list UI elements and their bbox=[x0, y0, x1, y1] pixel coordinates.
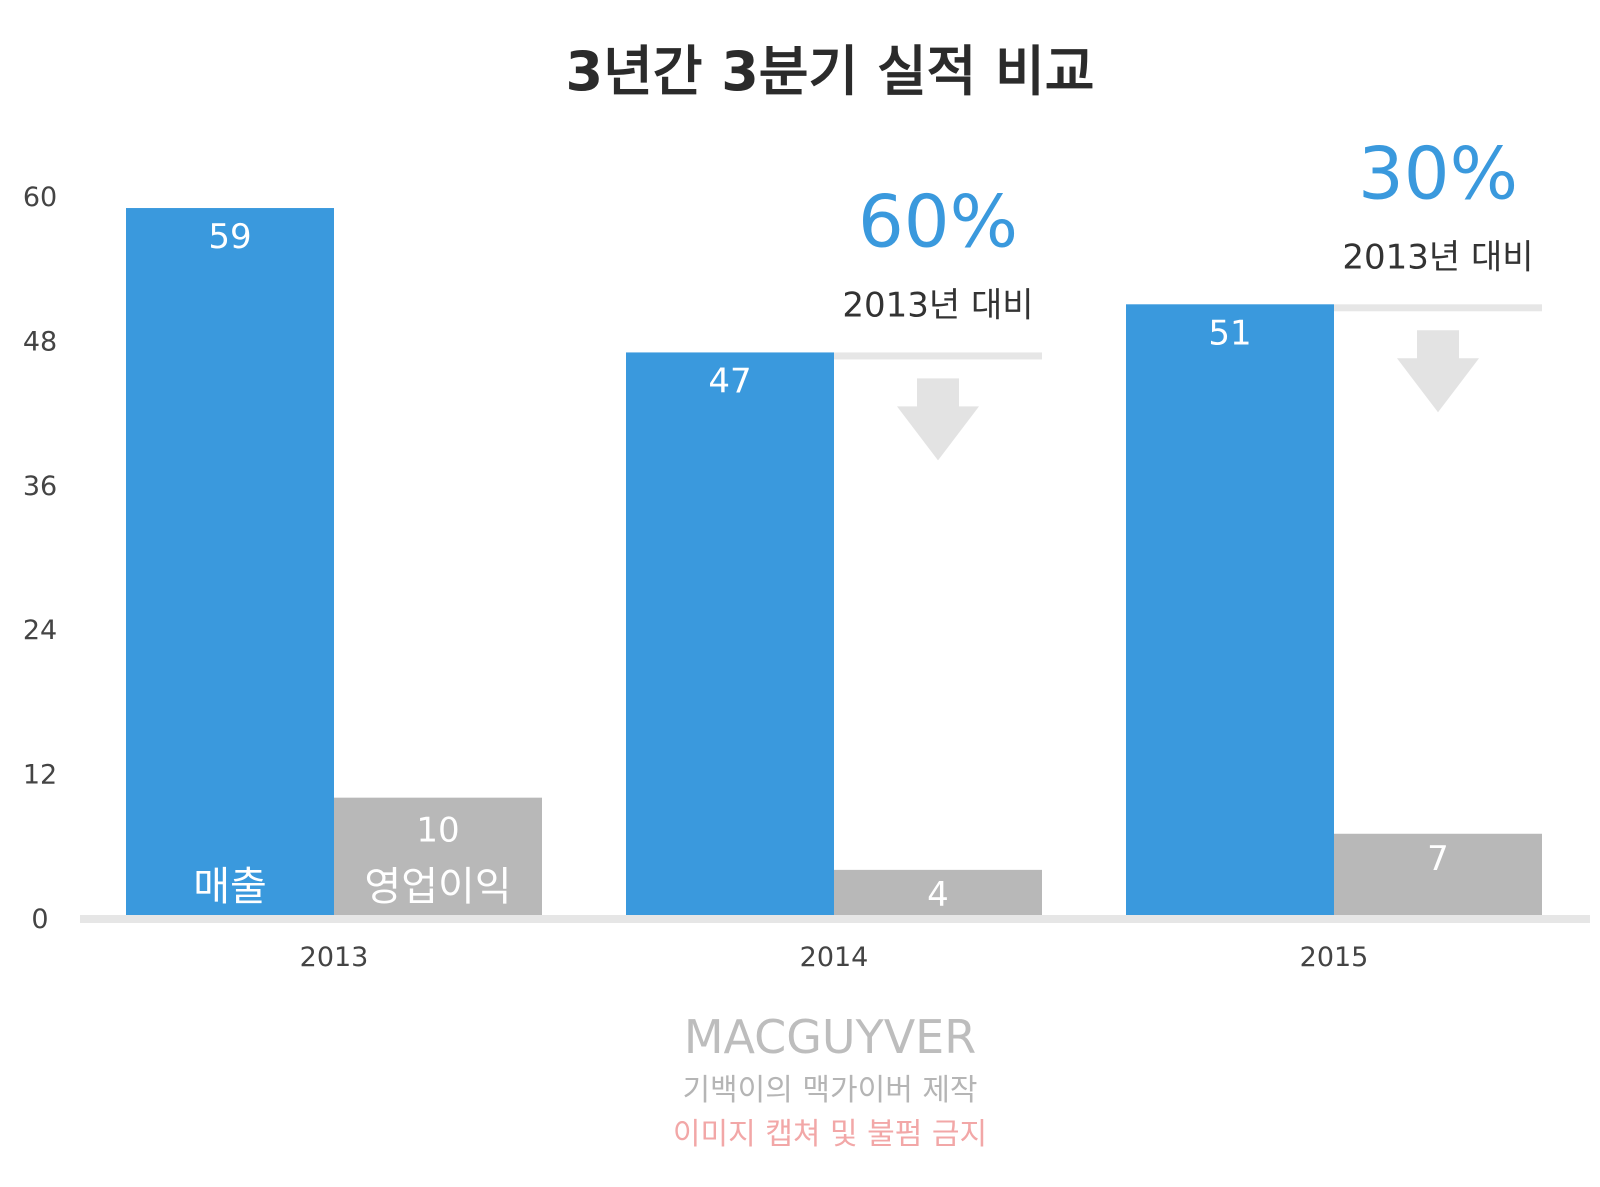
x-axis-categories: 2013 2014 2015 bbox=[300, 942, 1369, 973]
data-label-profit: 10 bbox=[416, 811, 459, 851]
bar-profit-2014 bbox=[834, 869, 1042, 918]
bar-profit-2015 bbox=[1334, 833, 1542, 918]
data-label-revenue: 47 bbox=[708, 361, 751, 401]
decrease-percent: 60% bbox=[858, 179, 1018, 263]
series-label-profit: 영업이익 bbox=[364, 864, 511, 910]
bar-revenue-2013 bbox=[126, 208, 334, 919]
series-label-revenue: 매출 bbox=[193, 864, 267, 910]
y-tick-label: 48 bbox=[23, 326, 57, 357]
y-tick-label: 0 bbox=[31, 904, 48, 935]
y-axis-ticks: 0 12 24 36 48 60 bbox=[23, 182, 57, 935]
reference-line bbox=[1334, 304, 1542, 312]
data-label-profit: 7 bbox=[1427, 839, 1449, 879]
down-arrow-icon bbox=[1397, 330, 1479, 413]
bar-profit-2013 bbox=[334, 797, 542, 918]
decrease-percent: 30% bbox=[1358, 131, 1518, 215]
data-label-revenue: 59 bbox=[208, 217, 251, 257]
down-arrow-icon bbox=[897, 378, 979, 461]
comparison-text: 2013년 대비 bbox=[842, 285, 1033, 325]
watermark: MACGUYVER 기백이의 맥가이버 제작 이미지 캡쳐 및 불펌 금지 bbox=[673, 1010, 987, 1152]
comparison-text: 2013년 대비 bbox=[1342, 237, 1533, 277]
bars: 59 10 매출 영업이익 47 4 51 7 bbox=[126, 208, 1542, 919]
data-label-revenue: 51 bbox=[1208, 313, 1251, 353]
x-axis-line bbox=[80, 915, 1590, 923]
x-tick-label: 2013 bbox=[300, 942, 369, 973]
watermark-brand: MACGUYVER bbox=[684, 1010, 976, 1064]
x-tick-label: 2014 bbox=[800, 942, 869, 973]
bar-revenue-2014 bbox=[626, 352, 834, 918]
y-tick-label: 60 bbox=[23, 182, 57, 213]
watermark-credit: 기백이의 맥가이버 제작 bbox=[682, 1073, 977, 1108]
y-tick-label: 24 bbox=[23, 615, 57, 646]
y-tick-label: 36 bbox=[23, 471, 57, 502]
bar-revenue-2015 bbox=[1126, 304, 1334, 918]
y-tick-label: 12 bbox=[23, 760, 57, 791]
reference-line bbox=[834, 352, 1042, 360]
comparison-annotations: 2013년 대비 60% 2013년 대비 30% bbox=[834, 131, 1542, 461]
watermark-notice: 이미지 캡쳐 및 불펌 금지 bbox=[673, 1117, 987, 1152]
x-tick-label: 2015 bbox=[1300, 942, 1369, 973]
chart-title: 3년간 3분기 실적 비교 bbox=[566, 40, 1095, 103]
data-label-profit: 4 bbox=[927, 875, 949, 915]
